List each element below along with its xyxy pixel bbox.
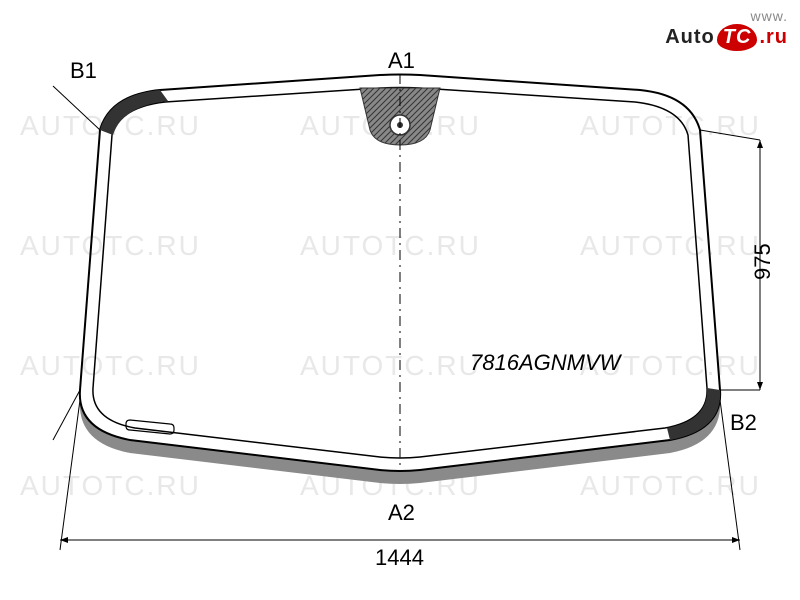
label-b1: B1: [70, 58, 97, 83]
corner-b1: [100, 90, 168, 135]
corner-b2: [667, 388, 720, 440]
label-b2: B2: [730, 410, 757, 435]
windshield-diagram: B1 A1 B2 A2 1444 975 7816AGNMVW: [0, 0, 800, 600]
dim-height-value: 975: [750, 243, 775, 280]
label-a1: A1: [388, 48, 415, 73]
dim-extension: [700, 130, 760, 140]
part-number: 7816AGNMVW: [470, 350, 623, 375]
extension-line: [53, 86, 100, 130]
label-a2: A2: [388, 500, 415, 525]
dim-width-value: 1444: [375, 545, 424, 570]
